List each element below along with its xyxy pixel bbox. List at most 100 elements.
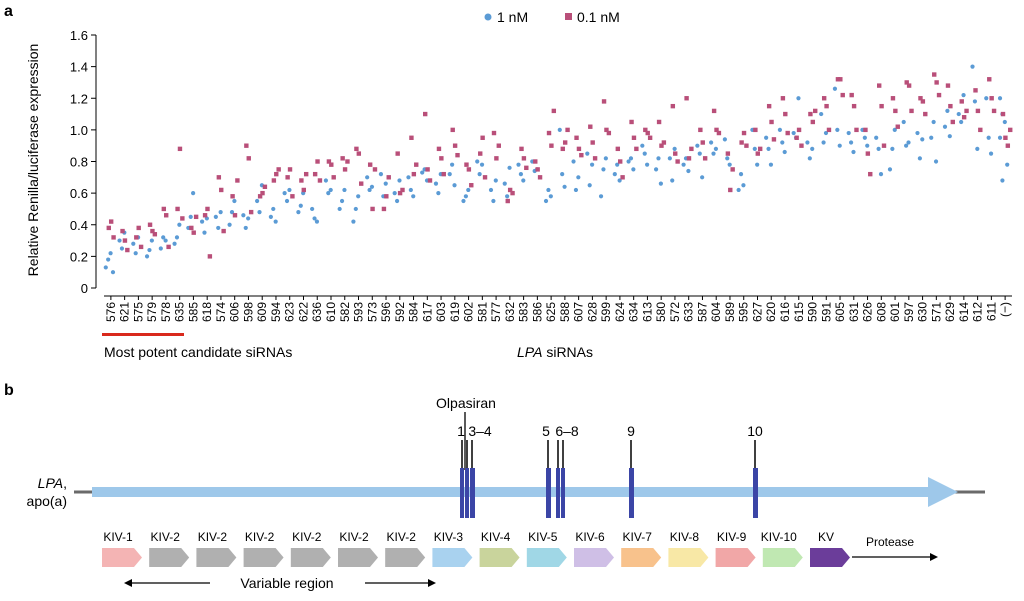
point-1nm (805, 140, 810, 145)
point-01nm (414, 162, 419, 167)
point-1nm (328, 187, 333, 193)
point-01nm (221, 228, 226, 234)
point-1nm (103, 265, 108, 270)
point-1nm (365, 175, 370, 180)
point-01nm (257, 194, 263, 199)
point-01nm (125, 247, 130, 253)
point-01nm (895, 124, 900, 129)
x-tick-label: 577 (489, 302, 503, 322)
point-01nm (645, 130, 650, 136)
point-01nm (271, 178, 277, 183)
point-01nm (588, 124, 593, 129)
point-1nm (782, 149, 787, 155)
point-01nm (601, 99, 607, 104)
x-tick-label: 601 (888, 302, 902, 322)
point-1nm (752, 146, 757, 151)
point-1nm (255, 198, 260, 204)
site-6-bar (556, 468, 560, 518)
point-01nm (631, 135, 637, 140)
point-1nm (144, 254, 150, 259)
point-01nm (329, 162, 334, 167)
domain-label: KV (818, 530, 834, 544)
point-1nm (110, 270, 116, 275)
x-tick-label: 614 (957, 302, 971, 322)
point-01nm (698, 127, 703, 133)
point-1nm (177, 222, 182, 227)
point-01nm (978, 127, 983, 133)
y-axis-label: Relative Renilla/luciferase expression (25, 44, 41, 277)
point-01nm (150, 228, 155, 234)
domain-label: KIV-10 (761, 530, 797, 544)
point-1nm (601, 167, 606, 172)
point-1nm (477, 172, 482, 177)
point-01nm (810, 119, 816, 125)
point-1nm (929, 135, 934, 140)
point-01nm (606, 130, 612, 136)
point-01nm (425, 167, 430, 172)
point-01nm (932, 72, 937, 77)
x-tick-label: 583 (517, 302, 531, 322)
site-label-10: 10 (747, 423, 763, 439)
point-1nm (314, 219, 320, 224)
point-1nm (738, 172, 744, 177)
y-tick-label: 0.8 (70, 155, 88, 170)
point-01nm (469, 183, 474, 188)
domain-label: KIV-1 (103, 530, 133, 544)
point-01nm (301, 187, 306, 193)
point-01nm (164, 213, 169, 218)
point-1nm (158, 246, 163, 251)
point-01nm (441, 171, 446, 177)
point-1nm (339, 198, 345, 204)
point-01nm (1005, 143, 1011, 148)
point-1nm (722, 137, 727, 142)
point-1nm (147, 247, 152, 253)
point-1nm (543, 198, 549, 204)
point-01nm (893, 108, 898, 114)
point-01nm (675, 159, 680, 164)
x-tick-label: 625 (544, 302, 558, 322)
point-1nm (342, 187, 347, 193)
point-1nm (1002, 119, 1007, 125)
point-01nm (312, 171, 318, 177)
point-1nm (777, 127, 783, 132)
point-01nm (205, 206, 210, 212)
point-1nm (378, 172, 384, 177)
point-01nm (367, 162, 373, 167)
point-01nm (973, 88, 978, 93)
point-01nm (579, 152, 584, 158)
x-tick-label: 623 (283, 302, 297, 322)
domain-arrow (574, 548, 614, 567)
point-1nm (628, 156, 634, 161)
point-1nm (163, 238, 168, 243)
x-tick-label: 612 (971, 302, 985, 322)
point-01nm (455, 152, 460, 158)
point-1nm (832, 86, 838, 91)
point-1nm (670, 178, 675, 183)
point-01nm (303, 171, 309, 177)
point-01nm (180, 216, 185, 221)
variable-arrowhead-left (124, 579, 132, 587)
x-tick-label: 607 (572, 302, 586, 322)
point-1nm (493, 178, 498, 183)
point-01nm (711, 108, 717, 114)
point-01nm (964, 108, 969, 114)
lpa-italic: LPA (517, 344, 542, 360)
point-1nm (383, 181, 388, 186)
point-01nm (757, 146, 763, 152)
point-1nm (887, 167, 893, 172)
domain-label: KIV-6 (575, 530, 605, 544)
point-01nm (700, 140, 705, 145)
point-01nm (384, 194, 389, 199)
x-tick-label: 621 (118, 302, 132, 322)
point-01nm (562, 140, 568, 145)
site-label-9: 9 (627, 423, 635, 439)
x-tick-label: 598 (241, 302, 255, 322)
point-1nm (711, 151, 716, 156)
x-tick-label: 622 (296, 302, 310, 322)
point-1nm (695, 143, 700, 148)
point-01nm (395, 151, 400, 156)
point-01nm (450, 127, 455, 133)
point-1nm (904, 143, 909, 148)
point-1nm (945, 108, 950, 113)
